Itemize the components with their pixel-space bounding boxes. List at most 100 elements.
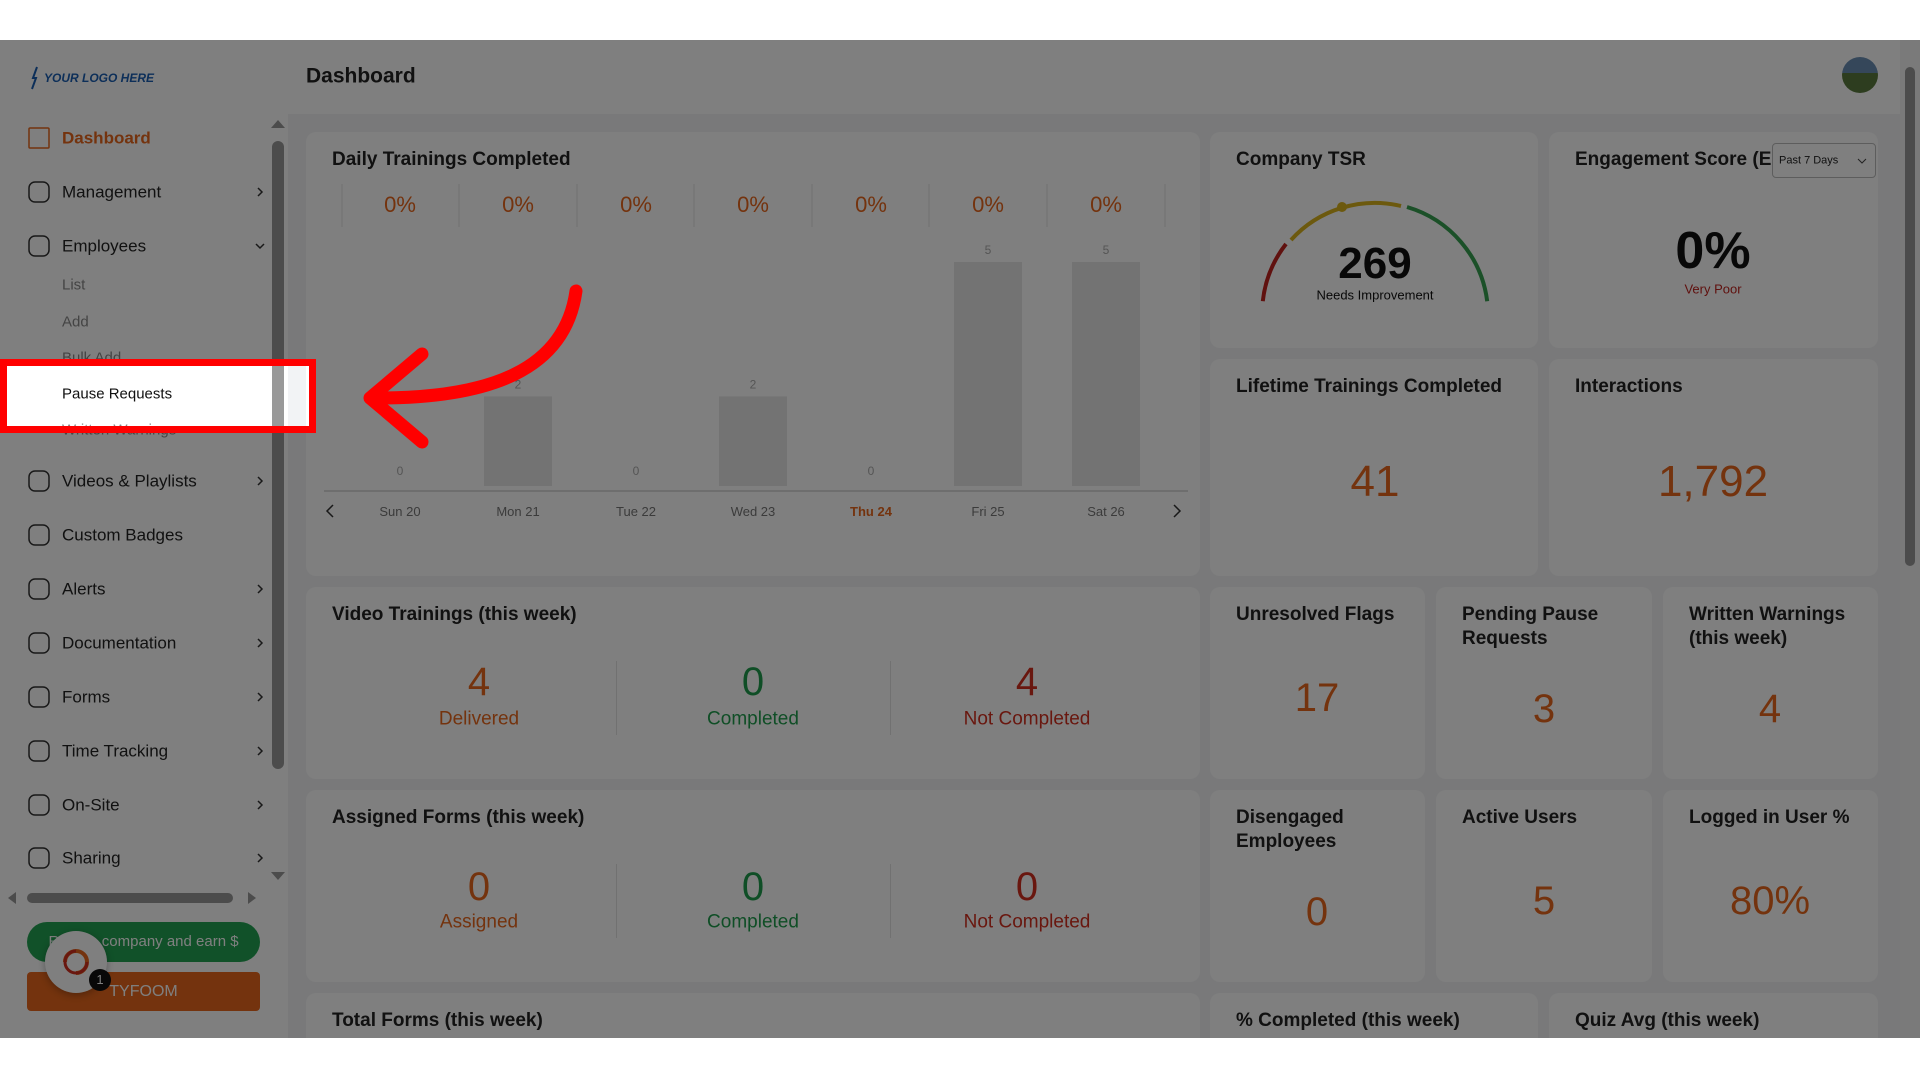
dropdown-chevron: [1857, 158, 1867, 164]
stat-value: 0: [741, 865, 765, 909]
tsr-value: 269: [1338, 239, 1412, 288]
app-screen: YOUR LOGO HERE Refer a company and earn …: [0, 40, 1920, 1038]
nav-icon: [28, 794, 50, 816]
stat-divider: [616, 661, 617, 735]
interactions-value: 1,792: [1657, 457, 1769, 506]
prev-arrow[interactable]: [325, 504, 334, 518]
stat-label: Not Completed: [963, 708, 1091, 730]
icon-shape: [28, 470, 50, 492]
stat-value: 4: [1015, 660, 1039, 704]
nav-item[interactable]: On-Site: [62, 795, 120, 815]
stat-label: Completed: [707, 911, 799, 933]
nav-sub-item[interactable]: Add: [62, 313, 89, 331]
percentage: 0%: [855, 192, 887, 217]
nav-item[interactable]: Employees: [62, 236, 147, 256]
nav-icon: [28, 632, 50, 654]
chevron: [257, 692, 264, 702]
bar-value-label: 2: [750, 377, 757, 391]
percentage: 0%: [737, 192, 769, 217]
active-users-value: 5: [1532, 879, 1556, 923]
next-arrow[interactable]: [1173, 504, 1182, 518]
nav-item[interactable]: Alerts: [62, 579, 106, 599]
nav-sub-item[interactable]: Pause Requests: [62, 385, 173, 403]
nav-item[interactable]: Custom Badges: [62, 525, 183, 545]
nav-item[interactable]: Dashboard: [62, 128, 151, 148]
card-title: Daily Trainings Completed: [332, 149, 571, 170]
page-scrollbar: [1900, 40, 1920, 1038]
page-title: Dashboard: [306, 64, 416, 88]
nav-icon: [28, 470, 50, 492]
daily-chart: 0% 0 Sun 20 0% 2 Mon 21 0% 0 Tue 22 0% 2 Wed 23 0% 0 T…: [324, 184, 1188, 519]
icon-shape: [28, 127, 50, 149]
icon-shape: [28, 794, 50, 816]
bar-value-label: 5: [1103, 243, 1110, 257]
nav-item[interactable]: Documentation: [62, 633, 177, 653]
nav-item[interactable]: Sharing: [62, 848, 121, 868]
card-title: Interactions: [1575, 376, 1683, 397]
icon-shape: [28, 632, 50, 654]
scroll-left[interactable]: [4, 890, 20, 906]
nav-chevron: [257, 476, 264, 486]
logged-in-value: 80%: [1729, 879, 1811, 923]
bar-value-label: 0: [868, 464, 875, 478]
chevron: [257, 800, 264, 810]
chevron: [257, 638, 264, 648]
scroll-right[interactable]: [244, 890, 260, 906]
card-title: % Completed (this week): [1236, 1010, 1460, 1031]
company-tsr-card: Company TSR 269 Needs Improvement: [1210, 132, 1538, 348]
nav-item[interactable]: Forms: [62, 687, 111, 707]
bar-value-label: 0: [397, 464, 404, 478]
sidebar: YOUR LOGO HERE Refer a company and earn …: [0, 40, 288, 1038]
card-title: Company TSR: [1236, 149, 1366, 170]
interactions-card: Interactions 1,792: [1549, 359, 1878, 576]
bar: [719, 396, 787, 486]
bar: [1072, 262, 1140, 486]
nav-chevron: [257, 638, 264, 648]
stat-label: Assigned: [439, 911, 519, 933]
icon-shape: [28, 740, 50, 762]
chevron: [257, 746, 264, 756]
lifetime-value: 41: [1350, 457, 1400, 506]
nav-icon: [28, 181, 50, 203]
flags-value: 17: [1294, 676, 1340, 720]
daily-trainings-card: Daily Trainings Completed 0% 0 Sun 20 0% 2 Mo…: [306, 132, 1200, 576]
stat-label: Delivered: [438, 708, 520, 730]
nav-chevron: [257, 692, 264, 702]
pointer-arrow: [363, 284, 583, 449]
tsr-rating: Needs Improvement: [1316, 287, 1434, 303]
day-label: Wed 23: [731, 504, 776, 519]
pause-card: Pending Pause Requests 3: [1436, 587, 1652, 779]
logo-icon: [31, 66, 38, 90]
engagement-card: Engagement Score (E Past 7 Days 0% Very …: [1549, 132, 1878, 348]
percentage: 0%: [620, 192, 652, 217]
stat-value: 0: [1015, 865, 1039, 909]
nav-icon: [28, 524, 50, 546]
scroll-up[interactable]: [268, 118, 288, 130]
nav-item[interactable]: Time Tracking: [62, 741, 169, 761]
card-title: Disengaged Employees: [1236, 807, 1344, 852]
nav-item[interactable]: Management: [62, 182, 162, 202]
stat-value: 4: [467, 660, 491, 704]
card-title: Total Forms (this week): [332, 1010, 543, 1031]
stat-label: Not Completed: [963, 911, 1091, 933]
stat-label: Completed: [707, 708, 799, 730]
nav-icon: [28, 847, 50, 869]
bar: [484, 396, 552, 486]
stat-divider: [616, 864, 617, 938]
highlight-box: [0, 359, 316, 433]
assigned-forms-card: Assigned Forms (this week) 0 Assigned 0 Com…: [306, 790, 1200, 982]
card-title: Written Warnings (this week): [1689, 604, 1846, 649]
scrollbar-thumb: [272, 141, 284, 769]
nav-chevron: [255, 243, 265, 250]
nav-sub-item[interactable]: List: [62, 276, 86, 294]
video-trainings-card: Video Trainings (this week) 4 Delivered 0 C…: [306, 587, 1200, 779]
icon-shape: [28, 686, 50, 708]
scroll-down[interactable]: [268, 870, 288, 882]
icon-shape: [28, 847, 50, 869]
nav-item[interactable]: Videos & Playlists: [62, 471, 197, 491]
avatar[interactable]: [1842, 57, 1878, 93]
header: [288, 40, 1900, 114]
stat-divider: [890, 661, 891, 735]
period-dropdown[interactable]: Past 7 Days: [1772, 143, 1876, 178]
total-forms-card: Total Forms (this week): [306, 993, 1200, 1038]
